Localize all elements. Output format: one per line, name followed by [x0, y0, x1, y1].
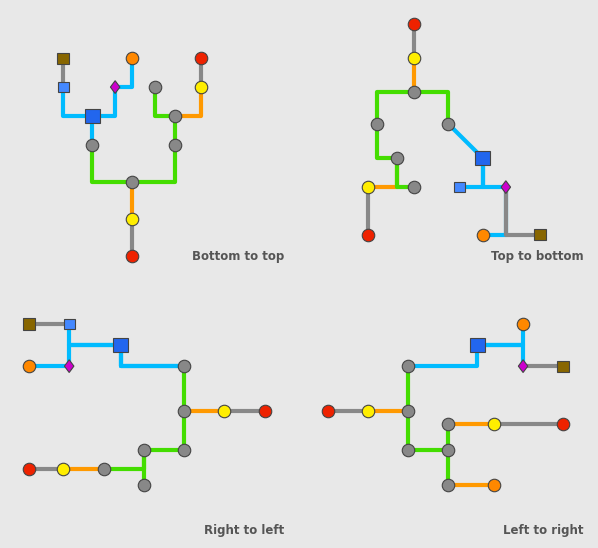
- Bar: [114, 338, 129, 352]
- Bar: [469, 338, 484, 352]
- Bar: [85, 109, 100, 123]
- Text: Right to left: Right to left: [205, 524, 285, 537]
- Bar: [23, 318, 35, 329]
- Polygon shape: [111, 81, 120, 94]
- Polygon shape: [518, 360, 528, 373]
- Text: Top to bottom: Top to bottom: [491, 250, 584, 264]
- Bar: [454, 182, 465, 192]
- Polygon shape: [501, 181, 511, 193]
- Bar: [64, 319, 75, 329]
- Bar: [475, 151, 490, 165]
- Bar: [557, 361, 569, 372]
- Bar: [534, 229, 547, 240]
- Polygon shape: [65, 360, 74, 373]
- Bar: [58, 82, 69, 92]
- Text: Left to right: Left to right: [503, 524, 584, 537]
- Text: Bottom to top: Bottom to top: [193, 250, 285, 264]
- Bar: [57, 53, 69, 64]
